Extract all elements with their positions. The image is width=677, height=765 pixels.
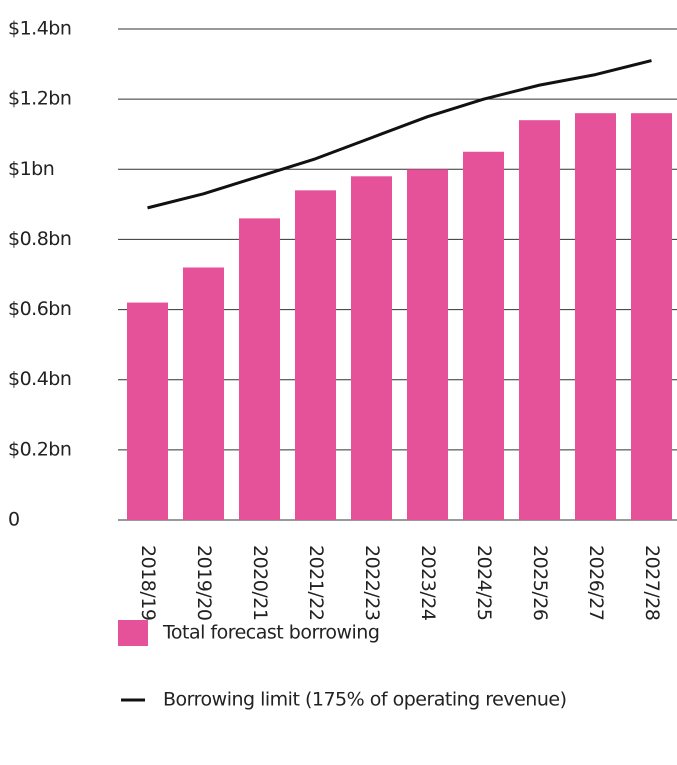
legend-label: Borrowing limit (175% of operating reven… — [163, 689, 566, 711]
legend-label: Total forecast borrowing — [162, 622, 379, 644]
bar — [407, 169, 448, 521]
bar — [631, 113, 672, 521]
y-tick-label: $0.8bn — [8, 228, 71, 250]
legend-swatch — [118, 620, 148, 646]
x-tick-label: 2019/20 — [193, 545, 215, 620]
x-tick-label: 2021/22 — [305, 545, 327, 620]
x-tick-label: 2023/24 — [417, 545, 439, 621]
bar — [127, 302, 168, 520]
bar — [463, 151, 504, 520]
y-tick-label: $1.4bn — [8, 18, 71, 40]
y-tick-label: $1bn — [8, 158, 54, 180]
bar — [519, 120, 560, 520]
y-tick-label: $0.6bn — [8, 298, 71, 320]
x-tick-label: 2024/25 — [473, 545, 495, 620]
bar — [575, 113, 616, 521]
x-tick-label: 2027/28 — [641, 545, 663, 620]
bar — [295, 190, 336, 521]
y-tick-label: $1.2bn — [8, 88, 71, 110]
y-tick-label: 0 — [8, 509, 20, 531]
x-tick-label: 2022/23 — [361, 545, 383, 620]
y-tick-label: $0.2bn — [8, 438, 71, 460]
x-tick-label: 2020/21 — [249, 545, 271, 620]
line — [147, 59, 652, 210]
bar — [183, 267, 224, 520]
bar — [239, 218, 280, 520]
x-tick-label: 2025/26 — [529, 545, 551, 620]
x-tick-label: 2018/19 — [137, 545, 159, 620]
bar — [351, 176, 392, 521]
y-tick-label: $0.4bn — [8, 368, 71, 390]
x-tick-label: 2026/27 — [585, 545, 607, 620]
